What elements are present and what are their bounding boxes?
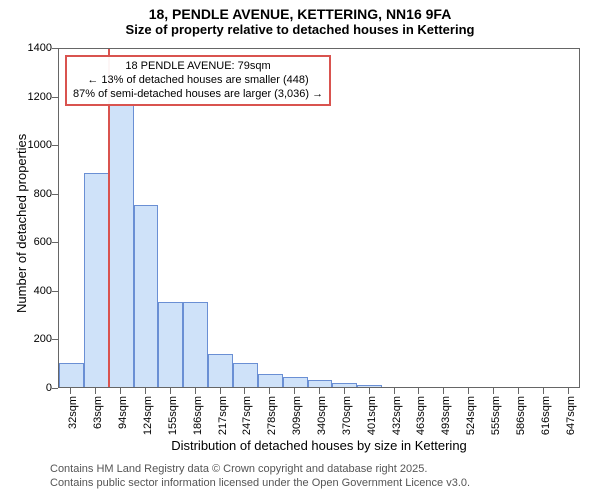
histogram-bar (258, 374, 283, 387)
histogram-bar (158, 302, 183, 387)
annotation-line-2: ← 13% of detached houses are smaller (44… (73, 74, 323, 88)
x-tick-label: 463sqm (415, 396, 427, 435)
x-tick-label: 586sqm (515, 396, 527, 435)
histogram-bar (183, 302, 208, 387)
histogram-bar (332, 383, 357, 387)
y-tick-label: 1400 (0, 42, 52, 54)
chart-container: 18, PENDLE AVENUE, KETTERING, NN16 9FA S… (0, 0, 600, 500)
credits-block: Contains HM Land Registry data © Crown c… (50, 462, 470, 491)
x-tick-label: 94sqm (117, 396, 129, 429)
histogram-bar (59, 363, 84, 387)
credits-line-2: Contains public sector information licen… (50, 476, 470, 490)
x-tick-label: 616sqm (540, 396, 552, 435)
y-tick-label: 0 (0, 382, 52, 394)
histogram-bar (283, 377, 308, 387)
x-tick-label: 555sqm (490, 396, 502, 435)
x-tick-label: 309sqm (291, 396, 303, 435)
x-tick-label: 340sqm (316, 396, 328, 435)
x-tick-label: 247sqm (241, 396, 253, 435)
y-tick-label: 1000 (0, 139, 52, 151)
histogram-bar (233, 363, 258, 387)
x-tick-label: 32sqm (67, 396, 79, 429)
plot-area: 18 PENDLE AVENUE: 79sqm ← 13% of detache… (58, 48, 580, 388)
x-tick-label: 63sqm (92, 396, 104, 429)
histogram-bar (308, 380, 333, 387)
histogram-bar (357, 385, 382, 387)
y-tick-label: 800 (0, 188, 52, 200)
y-tick-label: 600 (0, 236, 52, 248)
title-line-1: 18, PENDLE AVENUE, KETTERING, NN16 9FA (0, 6, 600, 22)
x-axis-label: Distribution of detached houses by size … (58, 438, 580, 453)
annotation-box: 18 PENDLE AVENUE: 79sqm ← 13% of detache… (65, 55, 331, 106)
histogram-bar (208, 354, 233, 387)
x-tick-label: 432sqm (391, 396, 403, 435)
annotation-line-3: 87% of semi-detached houses are larger (… (73, 88, 323, 102)
annotation-line-1: 18 PENDLE AVENUE: 79sqm (73, 60, 323, 74)
x-tick-label: 124sqm (142, 396, 154, 435)
y-tick-label: 400 (0, 285, 52, 297)
credits-line-1: Contains HM Land Registry data © Crown c… (50, 462, 470, 476)
x-tick-label: 401sqm (366, 396, 378, 435)
chart-title: 18, PENDLE AVENUE, KETTERING, NN16 9FA S… (0, 0, 600, 37)
title-line-2: Size of property relative to detached ho… (0, 22, 600, 37)
x-tick-label: 155sqm (167, 396, 179, 435)
histogram-bar (109, 105, 134, 387)
x-tick-label: 217sqm (217, 396, 229, 435)
x-tick-label: 493sqm (440, 396, 452, 435)
x-tick-label: 186sqm (192, 396, 204, 435)
y-tick-label: 1200 (0, 91, 52, 103)
histogram-bar (84, 173, 109, 387)
x-tick-label: 524sqm (465, 396, 477, 435)
x-tick-label: 370sqm (341, 396, 353, 435)
x-tick-label: 647sqm (565, 396, 577, 435)
y-tick-label: 200 (0, 333, 52, 345)
x-tick-label: 278sqm (266, 396, 278, 435)
histogram-bar (134, 205, 159, 387)
